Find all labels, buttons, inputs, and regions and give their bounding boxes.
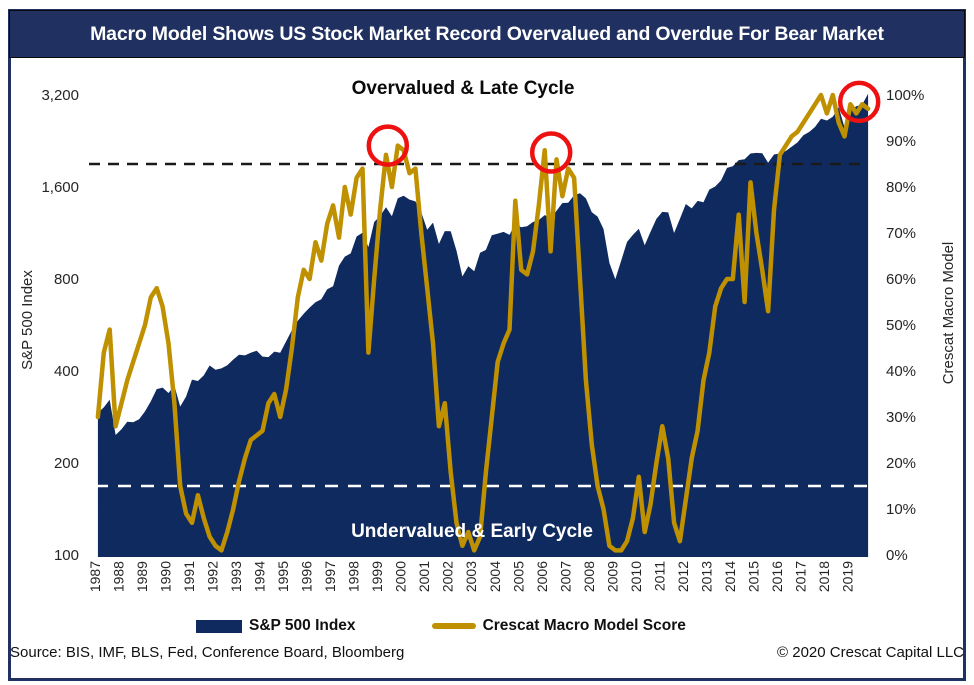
footer-source: Source: BIS, IMF, BLS, Fed, Conference B… [10,644,405,661]
footer: Source: BIS, IMF, BLS, Fed, Conference B… [10,644,964,661]
highlight-circle [837,80,881,124]
year-label: 2018 [816,561,832,592]
right-axis-tick-label: 10% [886,501,916,518]
left-axis-title: S&P 500 Index [19,270,36,370]
right-axis-tick-label: 50% [886,317,916,334]
highlight-circle [366,124,410,167]
year-label: 2016 [769,561,785,592]
year-label: 2012 [675,561,691,592]
year-label: 2013 [698,561,714,592]
left-axis-tick-label: 3,200 [41,87,79,104]
right-axis-tick-label: 60% [886,271,916,288]
legend-label-macro: Crescat Macro Model Score [482,617,686,634]
year-label: 2005 [510,561,526,592]
year-label: 2003 [463,561,479,592]
year-label: 2006 [534,561,550,592]
legend-label-sp500: S&P 500 Index [249,617,356,634]
right-axis-tick-label: 20% [886,455,916,472]
right-axis-title: Crescat Macro Model [940,241,957,385]
right-axis-tick-label: 30% [886,409,916,426]
left-axis-tick-label: 800 [54,271,79,288]
right-axis-tick-label: 90% [886,133,916,150]
year-label: 2001 [416,561,432,592]
annotation-undervalued: Undervalued & Early Cycle [351,521,593,542]
year-label: 1999 [369,561,385,592]
year-label: 1996 [299,561,315,592]
right-axis-tick-label: 100% [886,87,924,104]
year-label: 1993 [228,561,244,592]
left-axis-tick-label: 200 [54,455,79,472]
year-label: 1990 [158,561,174,592]
year-label: 1987 [87,561,103,592]
year-label: 2000 [393,561,409,592]
right-axis-tick-label: 0% [886,547,908,564]
year-label: 2002 [440,561,456,592]
year-label: 2019 [839,561,855,592]
title-banner: Macro Model Shows US Stock Market Record… [9,10,965,58]
year-label: 2007 [557,561,573,592]
legend: S&P 500 Index Crescat Macro Model Score [196,617,686,635]
year-label: 2004 [487,561,503,592]
year-label: 2017 [792,561,808,592]
year-label: 1997 [322,561,338,592]
legend-item-macro: Crescat Macro Model Score [431,617,686,635]
year-label: 1994 [252,561,268,592]
year-label: 2015 [745,561,761,592]
year-label: 1998 [346,561,362,592]
highlight-circle [529,131,573,174]
year-label: 2011 [651,561,667,591]
left-axis-tick-label: 100 [54,547,79,564]
left-axis-ticks: 3,200 1,600 800 400 200 100 [41,87,79,564]
highlight-circles [366,80,881,174]
banner-title: Macro Model Shows US Stock Market Record… [90,22,884,45]
right-axis-ticks: 100% 90% 80% 70% 60% 50% 40% 30% 20% 10% 0% [886,87,924,564]
year-label: 1988 [111,561,127,592]
right-axis-tick-label: 40% [886,363,916,380]
right-axis-tick-label: 70% [886,225,916,242]
left-axis-tick-label: 1,600 [41,179,79,196]
year-label: 2008 [581,561,597,592]
right-axis-tick-label: 80% [886,179,916,196]
year-label: 1991 [181,561,197,592]
x-axis-labels: 1987 1988 1989 1990 1991 1992 1993 1994 1995 1996… [87,561,855,592]
year-label: 1995 [275,561,291,592]
macro-line-swatch [431,623,476,629]
year-label: 1992 [205,561,221,592]
year-label: 1989 [134,561,150,592]
macro-model-line [95,92,871,553]
year-label: 2014 [722,561,738,592]
year-label: 2010 [628,561,644,592]
sp500-area [97,93,869,557]
sp500-area-swatch [196,619,242,633]
annotation-overvalued: Overvalued & Late Cycle [351,78,575,99]
year-label: 2009 [604,561,620,592]
footer-copyright: © 2020 Crescat Capital LLC [777,644,964,661]
legend-item-sp500: S&P 500 Index [196,617,356,635]
left-axis-tick-label: 400 [54,363,79,380]
